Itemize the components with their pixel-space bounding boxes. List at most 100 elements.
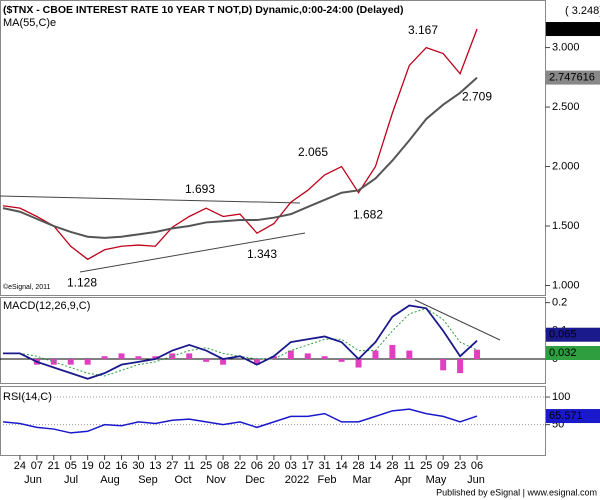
month-label: Jun	[467, 474, 485, 486]
x-tick-label: 20	[268, 460, 280, 472]
value-box-label: 2.747616	[549, 72, 595, 84]
x-tick-label: 02	[98, 460, 110, 472]
series-line	[2, 408, 478, 434]
month-label: Jul	[64, 474, 78, 486]
annotation: 2.709	[462, 89, 492, 103]
annotation: 3.167	[408, 23, 438, 37]
value-box-label: 0.065	[549, 329, 577, 341]
value-box-label: 65.571	[549, 410, 583, 422]
histogram-bar	[389, 344, 396, 360]
histogram-bar	[321, 356, 328, 360]
histogram-bar	[152, 356, 159, 360]
value-box	[546, 22, 600, 37]
x-tick-label: 06	[471, 460, 483, 472]
histogram-bar	[253, 359, 260, 365]
month-label: Nov	[206, 474, 226, 486]
month-label: May	[426, 474, 447, 486]
x-tick-label: 25	[420, 460, 432, 472]
value-box	[546, 346, 600, 361]
histogram-bar	[186, 353, 193, 360]
rsi-panel	[0, 386, 546, 456]
histogram-bar	[50, 359, 57, 365]
histogram-bar	[304, 353, 311, 360]
month-label: Oct	[174, 474, 191, 486]
x-tick-label: 16	[115, 460, 127, 472]
y-tick-label: 1.500	[552, 220, 580, 232]
month-label: Jun	[24, 474, 42, 486]
y-tick-label: 100	[552, 391, 570, 403]
resistance-line	[0, 195, 301, 204]
price-panel	[0, 0, 546, 296]
x-tick-label: 21	[48, 460, 60, 472]
annotation: 1.693	[185, 182, 215, 196]
x-tick-label: 30	[132, 460, 144, 472]
x-tick-label: 25	[200, 460, 212, 472]
month-label: Apr	[394, 474, 411, 486]
y-tick-label: 1.000	[552, 279, 580, 291]
x-tick-label: 09	[437, 460, 449, 472]
month-label: Feb	[318, 474, 337, 486]
histogram-bar	[270, 356, 277, 360]
footer: Published by eSignal | www.esignal.com	[436, 487, 597, 497]
x-tick-label: 27	[166, 460, 178, 472]
value-box	[546, 70, 600, 85]
histogram-bar	[372, 350, 379, 360]
histogram-bar	[135, 356, 142, 360]
histogram-bar	[440, 359, 447, 371]
y-tick-label: 0.2	[552, 297, 567, 309]
annotation: 1.128	[67, 275, 97, 289]
y-tick-label: 2.500	[552, 101, 580, 113]
value-box-label: 3.156	[549, 23, 577, 35]
x-tick-label: 28	[352, 460, 364, 472]
value-box	[546, 327, 600, 342]
annotation: 1.682	[353, 208, 383, 222]
x-tick-label: 19	[82, 460, 94, 472]
histogram-bar	[457, 359, 464, 374]
y-tick-label: 3.000	[552, 41, 580, 53]
histogram-bar	[118, 353, 125, 360]
histogram-bar	[474, 349, 481, 360]
x-tick-label: 28	[386, 460, 398, 472]
histogram-bar	[287, 350, 294, 360]
x-tick-label: 14	[369, 460, 381, 472]
month-label: Sep	[138, 474, 158, 486]
series-line	[2, 28, 478, 261]
histogram-bar	[355, 359, 362, 368]
x-tick-label: 22	[234, 460, 246, 472]
month-label: Mar	[353, 474, 372, 486]
macd-title: MACD(12,26,9,C)	[3, 300, 90, 312]
month-label: Aug	[100, 474, 120, 486]
value-box-label: 0.032	[549, 347, 577, 359]
histogram-bar	[169, 353, 176, 360]
ma-label: MA(55,C)e	[3, 17, 56, 29]
x-tick-label: 11	[404, 460, 415, 472]
y-tick-label: 2.000	[552, 160, 580, 172]
annotation: 1.343	[247, 247, 277, 261]
histogram-bar	[67, 359, 74, 365]
histogram-bar	[101, 356, 108, 360]
histogram-bar	[84, 359, 91, 365]
x-tick-label: 11	[184, 460, 195, 472]
chart-title: ($TNX - CBOE INTEREST RATE 10 YEAR T NOT…	[3, 4, 403, 16]
copyright: ©eSignal, 2011	[3, 283, 51, 291]
x-tick-label: 31	[319, 460, 331, 472]
histogram-bar	[220, 359, 227, 365]
x-tick-label: 05	[65, 460, 77, 472]
annotation: 2.065	[298, 145, 328, 159]
x-tick-label: 23	[454, 460, 466, 472]
x-tick-label: 13	[149, 460, 161, 472]
month-label: 2022	[285, 474, 309, 486]
quote: ( 3.248)	[565, 5, 600, 17]
x-tick-label: 06	[251, 460, 263, 472]
support-line	[79, 232, 306, 273]
x-tick-label: 03	[285, 460, 297, 472]
month-label: Dec	[245, 474, 265, 486]
series-line	[3, 304, 478, 380]
value-box	[546, 409, 600, 424]
x-tick-label: 17	[302, 460, 314, 472]
histogram-bar	[203, 359, 210, 362]
macd-trend-line	[414, 299, 501, 341]
histogram-bar	[338, 359, 345, 362]
x-tick-label: 14	[335, 460, 347, 472]
